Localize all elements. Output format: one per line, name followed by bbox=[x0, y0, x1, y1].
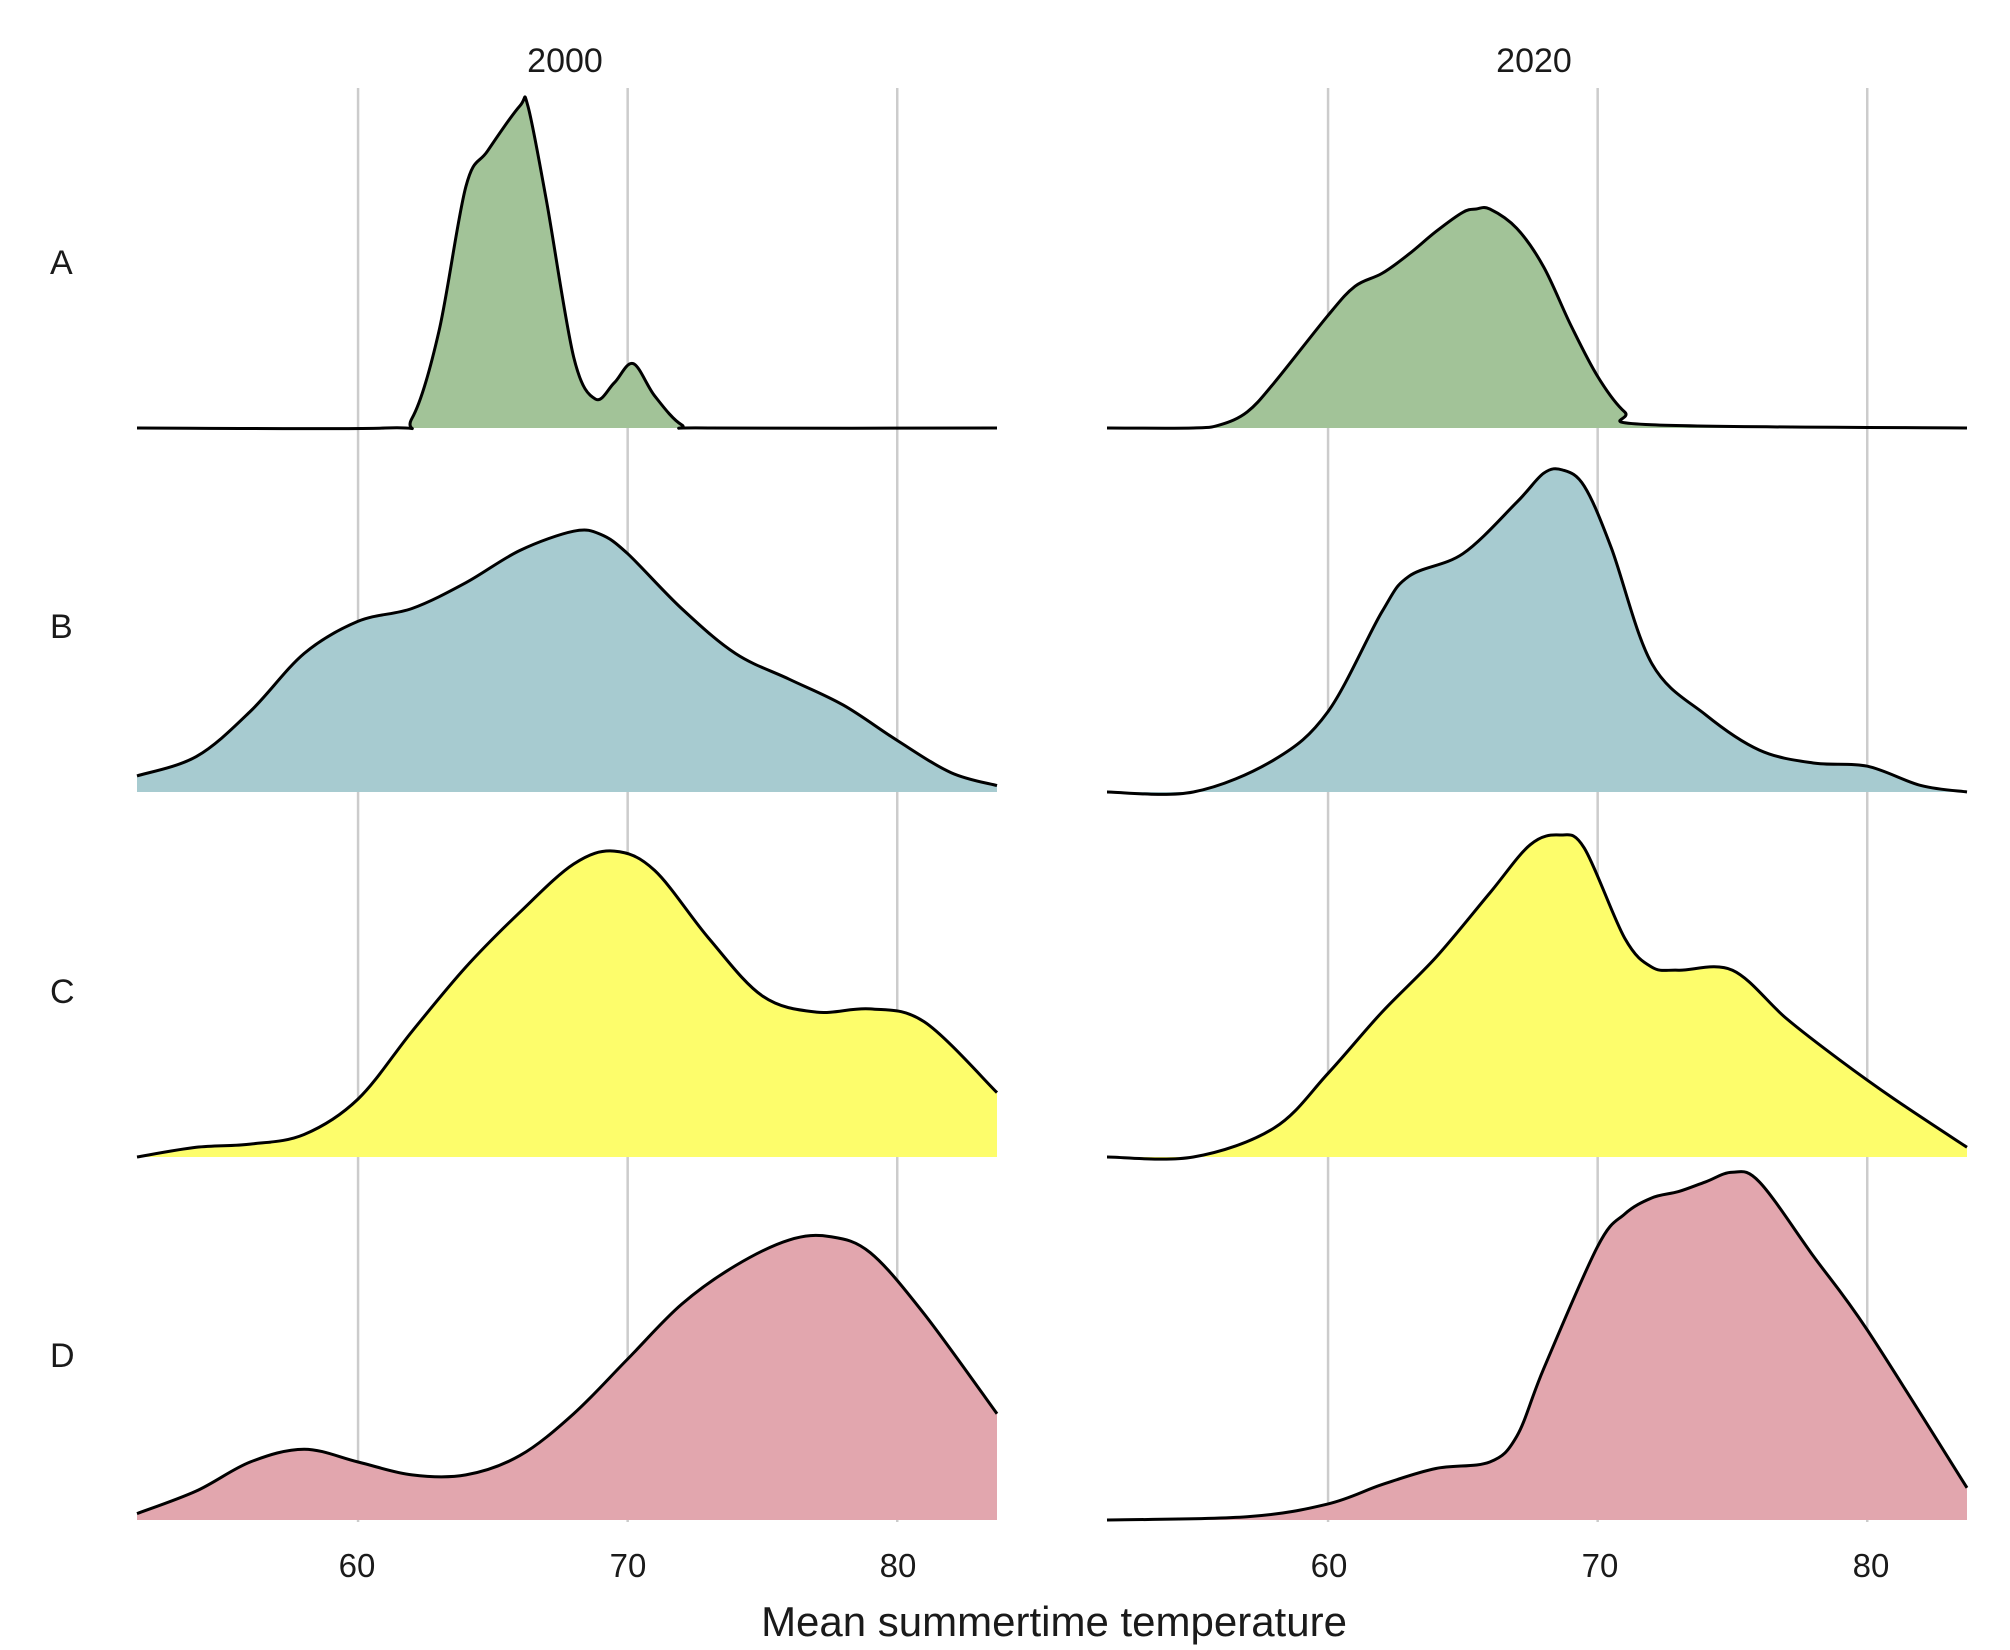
row-label-a: A bbox=[50, 244, 73, 282]
density-area-2000-b bbox=[137, 529, 997, 792]
x-tick-label-2020-60: 60 bbox=[1311, 1547, 1348, 1584]
density-area-2020-c bbox=[1107, 834, 1967, 1160]
density-line-2000-a bbox=[136, 95, 998, 431]
density-line-2020-b bbox=[1106, 467, 1968, 796]
density-area-2020-a bbox=[1107, 207, 1967, 429]
facet-label-2000: 2000 bbox=[527, 42, 603, 80]
x-tick-label-2020-80: 80 bbox=[1853, 1547, 1890, 1584]
row-label-b: B bbox=[50, 608, 73, 646]
density-area-2000-c bbox=[137, 850, 997, 1157]
facet-label-2020: 2020 bbox=[1496, 42, 1572, 80]
density-area-2020-d bbox=[1107, 1171, 1967, 1520]
density-line-2000-c bbox=[136, 849, 999, 1159]
label-layer: 2000 2020 A B C D 60 70 80 60 70 80 Mean… bbox=[50, 42, 1889, 1645]
density-line-2020-d bbox=[1106, 1170, 1969, 1522]
row-label-c: C bbox=[50, 973, 75, 1011]
x-tick-label-2000-80: 80 bbox=[880, 1547, 917, 1584]
density-area-2000-d bbox=[137, 1235, 997, 1520]
density-area-2020-b bbox=[1107, 468, 1967, 795]
row-label-d: D bbox=[50, 1337, 75, 1375]
density-line-2020-c bbox=[1106, 833, 1968, 1161]
density-line-2000-b bbox=[136, 528, 998, 788]
x-tick-label-2000-70: 70 bbox=[610, 1547, 647, 1584]
x-tick-label-2020-70: 70 bbox=[1582, 1547, 1619, 1584]
x-tick-label-2000-60: 60 bbox=[339, 1547, 376, 1584]
density-line-2020-a bbox=[1106, 205, 1968, 430]
ridge-layer bbox=[136, 95, 1969, 1522]
density-line-2000-d bbox=[136, 1233, 999, 1516]
density-area-2000-a bbox=[137, 96, 997, 429]
x-axis-title: Mean summertime temperature bbox=[761, 1598, 1347, 1645]
